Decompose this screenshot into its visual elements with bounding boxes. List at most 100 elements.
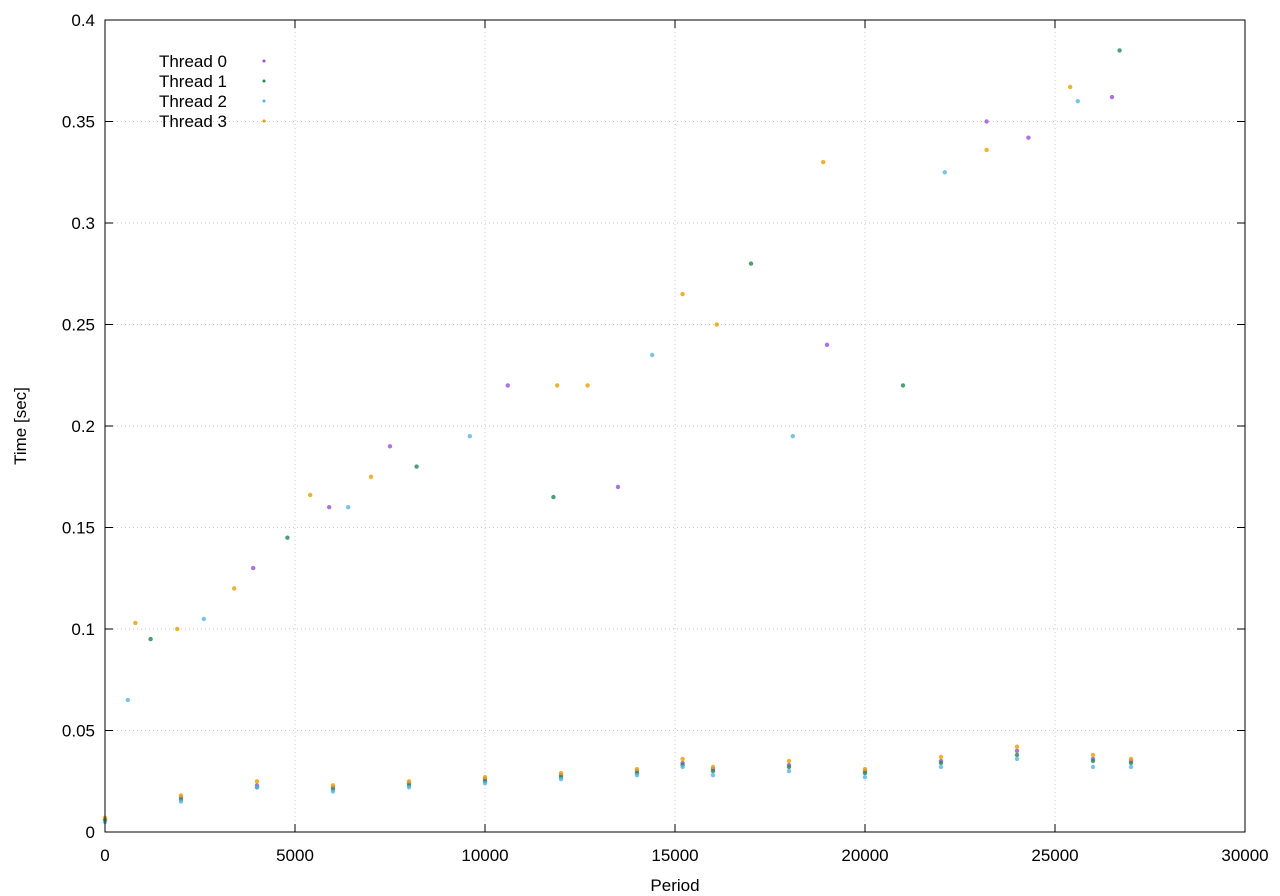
y-tick-label: 0.35 <box>62 113 95 132</box>
data-point <box>862 770 868 776</box>
data-point <box>133 620 138 626</box>
data-points <box>102 48 1134 825</box>
data-point <box>634 766 640 772</box>
data-point <box>942 170 947 175</box>
data-point <box>482 781 488 786</box>
data-point <box>710 764 716 770</box>
series-thread-1 <box>102 48 1134 822</box>
data-point <box>330 789 336 794</box>
data-point <box>862 766 868 772</box>
data-point <box>615 484 621 490</box>
data-point <box>938 760 944 766</box>
data-point <box>984 119 989 124</box>
data-point <box>148 636 153 642</box>
series-thread-2 <box>102 99 1134 825</box>
data-point <box>555 383 560 388</box>
data-point <box>505 383 510 388</box>
data-point <box>346 505 351 510</box>
legend-label: Thread 2 <box>159 92 227 111</box>
data-point <box>1014 756 1020 762</box>
data-point <box>680 764 685 770</box>
legend-label: Thread 3 <box>159 112 227 131</box>
y-tick-label: 0 <box>86 823 95 842</box>
data-point <box>790 434 795 439</box>
x-tick-labels: 0 5000 10000 15000 20000 25000 30000 <box>100 846 1268 865</box>
data-point <box>748 261 754 266</box>
data-point <box>786 758 792 764</box>
data-point <box>1109 94 1115 100</box>
series-thread-3 <box>102 84 1134 820</box>
data-point <box>368 474 374 479</box>
x-tick-label: 0 <box>100 846 109 865</box>
data-point <box>1014 752 1020 758</box>
data-point <box>824 342 830 347</box>
legend-marker <box>262 59 266 63</box>
data-point <box>585 383 590 388</box>
data-point <box>558 777 564 782</box>
data-point <box>650 352 655 358</box>
legend-marker <box>262 79 266 83</box>
x-tick-label: 5000 <box>276 846 314 865</box>
data-point <box>900 383 906 388</box>
data-point <box>984 147 989 153</box>
x-tick-label: 30000 <box>1221 846 1268 865</box>
data-point <box>1128 764 1134 770</box>
data-point <box>1117 48 1122 53</box>
data-point <box>482 775 488 780</box>
data-point <box>1090 752 1096 758</box>
x-tick-label: 15000 <box>651 846 698 865</box>
data-point <box>786 764 792 770</box>
data-point <box>938 764 944 770</box>
data-point <box>1128 760 1134 766</box>
data-point <box>414 464 419 469</box>
y-tick-label: 0.1 <box>71 620 95 639</box>
data-point <box>175 626 180 632</box>
data-point <box>1014 744 1020 749</box>
data-point <box>1090 764 1096 770</box>
data-point <box>330 783 336 788</box>
data-point <box>1068 84 1073 90</box>
data-point <box>467 434 472 439</box>
data-point <box>254 779 260 784</box>
data-point <box>714 322 719 327</box>
series-thread-0 <box>102 94 1134 822</box>
data-point <box>710 768 716 774</box>
data-point <box>551 494 556 500</box>
x-tick-label: 25000 <box>1031 846 1078 865</box>
data-point <box>232 586 237 591</box>
data-point <box>1075 99 1081 104</box>
data-point <box>406 785 412 790</box>
x-axis-title: Period <box>650 876 699 895</box>
y-tick-label: 0.4 <box>71 11 95 30</box>
data-point <box>821 159 826 165</box>
legend-label: Thread 1 <box>159 72 227 91</box>
y-tick-label: 0.15 <box>62 519 95 538</box>
data-point <box>387 444 393 449</box>
legend-marker <box>262 119 266 123</box>
data-point <box>862 775 868 780</box>
data-point <box>1026 135 1031 140</box>
data-point <box>178 799 184 804</box>
data-point <box>308 492 313 498</box>
data-point <box>1090 758 1096 764</box>
data-point <box>327 505 332 510</box>
y-tick-label: 0.3 <box>71 214 95 233</box>
legend-marker <box>262 99 266 103</box>
legend-label: Thread 0 <box>159 52 227 71</box>
data-point <box>1128 756 1134 762</box>
data-point <box>1014 748 1020 753</box>
data-point <box>406 779 412 784</box>
data-point <box>178 793 184 798</box>
data-point <box>786 768 792 774</box>
data-point <box>125 697 130 703</box>
data-point <box>251 565 256 571</box>
y-tick-label: 0.05 <box>62 722 95 741</box>
data-point <box>938 754 944 760</box>
y-tick-label: 0.2 <box>71 417 95 436</box>
y-tick-label: 0.25 <box>62 316 95 335</box>
y-axis-title: Time [sec] <box>11 387 30 465</box>
x-tick-label: 20000 <box>841 846 888 865</box>
grid <box>105 20 1245 832</box>
